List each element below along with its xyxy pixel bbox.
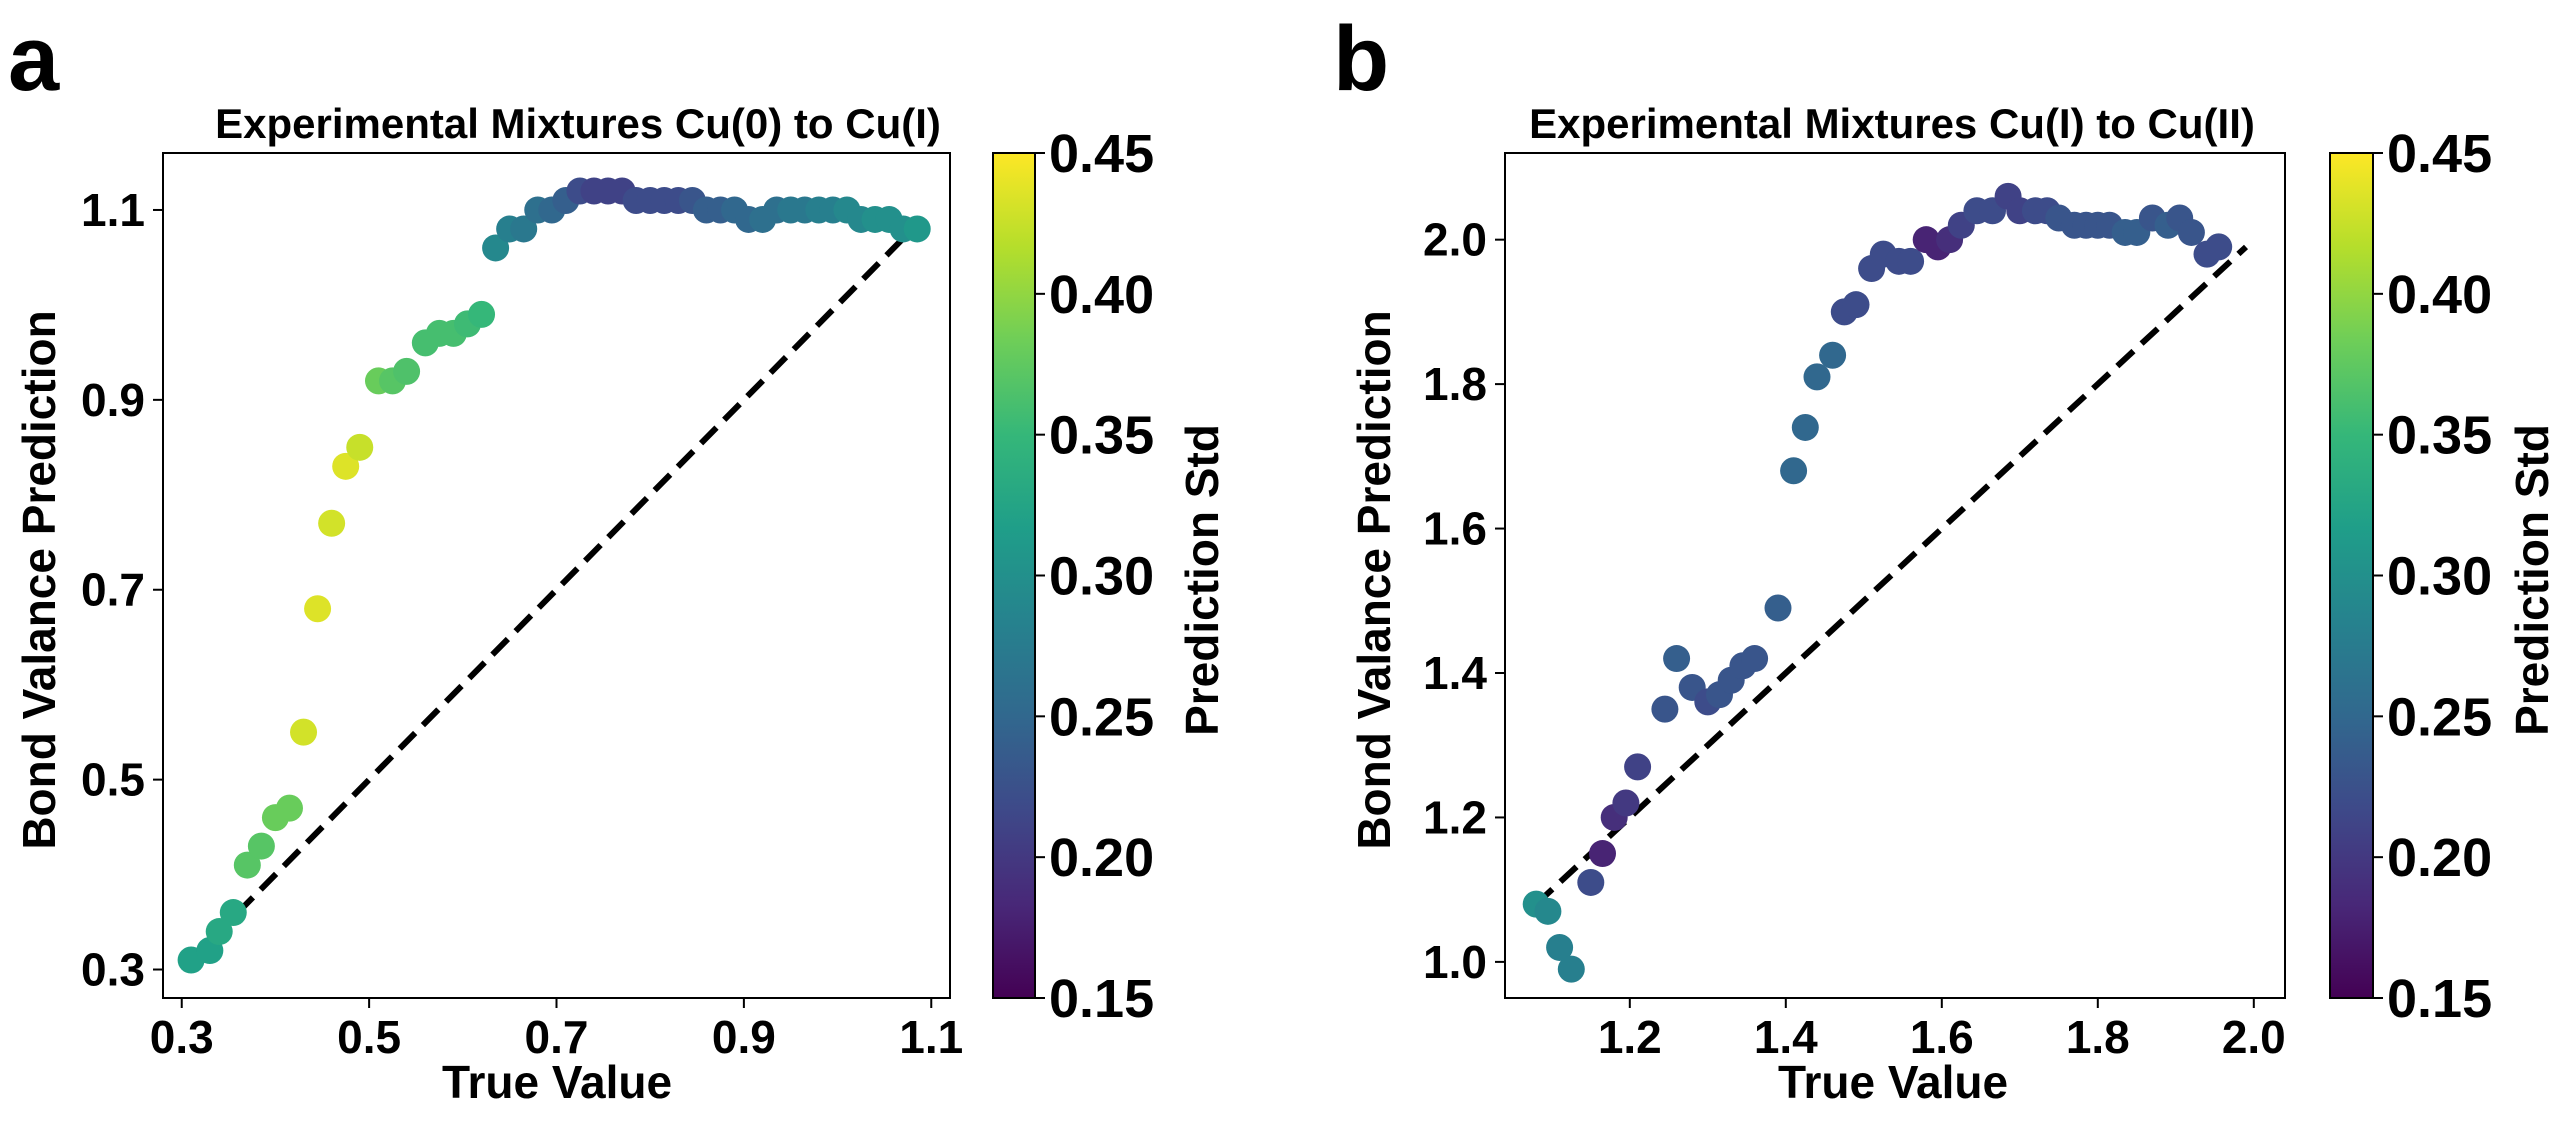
data-point-b-50 bbox=[2205, 233, 2233, 261]
y-tick-label-a-4: 1.1 bbox=[81, 184, 145, 236]
axes-frame-b bbox=[1504, 152, 2286, 999]
y-tick-label-b-5: 2.0 bbox=[1423, 214, 1487, 266]
y-tick-label-b-1: 1.2 bbox=[1423, 791, 1487, 843]
data-point-a-12 bbox=[346, 433, 374, 461]
reference-line-b bbox=[1534, 244, 2249, 907]
plot-area-a: 0.3 0.5 0.7 0.9 1.1 0.3 0.5 0.7 0.9 1.1 bbox=[81, 152, 963, 1063]
y-axis-label-a: Bond Valance Prediction bbox=[13, 310, 65, 849]
data-point-b-48 bbox=[2177, 218, 2205, 246]
y-tick-label-a-3: 0.9 bbox=[81, 374, 145, 426]
x-tick-label-a-1: 0.5 bbox=[337, 1011, 401, 1063]
colorbar-tick-label-b-6: 0.45 bbox=[2387, 124, 2492, 184]
x-axis-label-a: True Value bbox=[442, 1056, 672, 1108]
data-point-a-15 bbox=[393, 357, 421, 385]
colorbar-tick-label-b-1: 0.20 bbox=[2387, 828, 2492, 888]
data-point-a-3 bbox=[219, 899, 247, 927]
data-point-a-21 bbox=[482, 234, 510, 262]
y-tick-label-a-2: 0.7 bbox=[81, 564, 145, 616]
x-tick-label-a-0: 0.3 bbox=[150, 1011, 214, 1063]
y-tick-label-a-0: 0.3 bbox=[81, 944, 145, 996]
x-tick-label-a-2: 0.7 bbox=[525, 1011, 589, 1063]
panel-a: a Experimental Mixtures Cu(0) to Cu(I) T… bbox=[8, 8, 1228, 1108]
data-point-b-1 bbox=[1534, 897, 1562, 925]
y-tick-label-b-3: 1.6 bbox=[1423, 503, 1487, 555]
colorbar-tick-label-b-4: 0.35 bbox=[2387, 406, 2492, 466]
colorbar-tick-label-b-5: 0.40 bbox=[2387, 265, 2492, 325]
reference-line-a bbox=[188, 226, 915, 963]
data-point-b-2 bbox=[1546, 933, 1574, 961]
panel-b: b Experimental Mixtures Cu(I) to Cu(II) … bbox=[1333, 8, 2558, 1108]
x-tick-label-a-4: 1.1 bbox=[899, 1011, 963, 1063]
colorbar-tick-label-a-6: 0.45 bbox=[1049, 124, 1154, 184]
panel-letter-a: a bbox=[8, 8, 60, 110]
colorbar-gradient-b bbox=[2329, 152, 2374, 999]
y-tick-label-b-4: 1.8 bbox=[1423, 358, 1487, 410]
data-point-b-9 bbox=[1651, 695, 1679, 723]
axes-frame-a bbox=[162, 152, 951, 999]
data-point-a-51 bbox=[903, 215, 931, 243]
data-point-a-20 bbox=[468, 300, 496, 328]
data-point-b-23 bbox=[1842, 291, 1870, 319]
colorbar-tick-label-a-3: 0.30 bbox=[1049, 547, 1154, 607]
data-point-a-11 bbox=[332, 452, 360, 480]
y-axis-label-b: Bond Valance Prediction bbox=[1348, 310, 1400, 849]
data-point-a-23 bbox=[510, 215, 538, 243]
data-point-b-16 bbox=[1741, 645, 1769, 673]
data-point-a-10 bbox=[318, 509, 346, 537]
data-point-b-3 bbox=[1557, 955, 1585, 983]
data-point-a-2 bbox=[205, 918, 233, 946]
panel-letter-b: b bbox=[1333, 8, 1389, 110]
colorbar-tick-label-a-4: 0.35 bbox=[1049, 406, 1154, 466]
colorbar-tick-label-a-0: 0.15 bbox=[1049, 969, 1154, 1029]
colorbar-tick-label-b-3: 0.30 bbox=[2387, 547, 2492, 607]
x-tick-label-b-4: 2.0 bbox=[2222, 1011, 2286, 1063]
y-tick-label-b-2: 1.4 bbox=[1423, 647, 1487, 699]
colorbar-a: 0.15 0.20 0.25 0.30 0.35 0.40 0.45 bbox=[992, 124, 1154, 1029]
colorbar-tick-label-b-2: 0.25 bbox=[2387, 687, 2492, 747]
y-tick-label-b-0: 1.0 bbox=[1423, 936, 1487, 988]
colorbar-label-b: Prediction Std bbox=[2506, 424, 2558, 736]
colorbar-tick-label-a-2: 0.25 bbox=[1049, 687, 1154, 747]
data-point-b-7 bbox=[1612, 789, 1640, 817]
x-tick-label-b-2: 1.6 bbox=[1910, 1011, 1974, 1063]
data-point-b-17 bbox=[1764, 594, 1792, 622]
data-point-b-19 bbox=[1791, 413, 1819, 441]
colorbar-gradient-a bbox=[992, 152, 1036, 999]
colorbar-tick-label-a-1: 0.20 bbox=[1049, 828, 1154, 888]
data-point-a-4 bbox=[233, 851, 261, 879]
x-tick-label-b-3: 1.8 bbox=[2066, 1011, 2130, 1063]
data-point-b-21 bbox=[1819, 341, 1847, 369]
data-point-b-20 bbox=[1803, 363, 1831, 391]
x-axis-label-b: True Value bbox=[1778, 1056, 2008, 1108]
data-point-a-7 bbox=[275, 794, 303, 822]
colorbar-tick-label-b-0: 0.15 bbox=[2387, 969, 2492, 1029]
colorbar-tick-label-a-5: 0.40 bbox=[1049, 265, 1154, 325]
y-tick-label-a-1: 0.5 bbox=[81, 754, 145, 806]
colorbar-b: 0.15 0.20 0.25 0.30 0.35 0.40 0.45 bbox=[2329, 124, 2492, 1029]
x-tick-label-a-3: 0.9 bbox=[712, 1011, 776, 1063]
data-point-a-5 bbox=[247, 832, 275, 860]
data-point-b-8 bbox=[1624, 753, 1652, 781]
data-point-b-5 bbox=[1589, 840, 1616, 868]
plot-area-b: 1.2 1.4 1.6 1.8 2.0 1.0 1.2 1.4 1.6 1.8 2.0 bbox=[1423, 152, 2286, 1063]
chart-title-b: Experimental Mixtures Cu(I) to Cu(II) bbox=[1529, 100, 2255, 147]
data-point-a-8 bbox=[290, 718, 318, 746]
data-point-a-9 bbox=[304, 595, 332, 623]
data-point-b-18 bbox=[1780, 457, 1808, 485]
data-point-b-4 bbox=[1577, 868, 1605, 896]
data-point-b-10 bbox=[1663, 645, 1691, 673]
data-point-b-27 bbox=[1897, 247, 1925, 275]
x-tick-label-b-1: 1.4 bbox=[1754, 1011, 1818, 1063]
x-tick-label-b-0: 1.2 bbox=[1598, 1011, 1662, 1063]
chart-title-a: Experimental Mixtures Cu(0) to Cu(I) bbox=[215, 100, 941, 147]
colorbar-label-a: Prediction Std bbox=[1176, 424, 1228, 736]
